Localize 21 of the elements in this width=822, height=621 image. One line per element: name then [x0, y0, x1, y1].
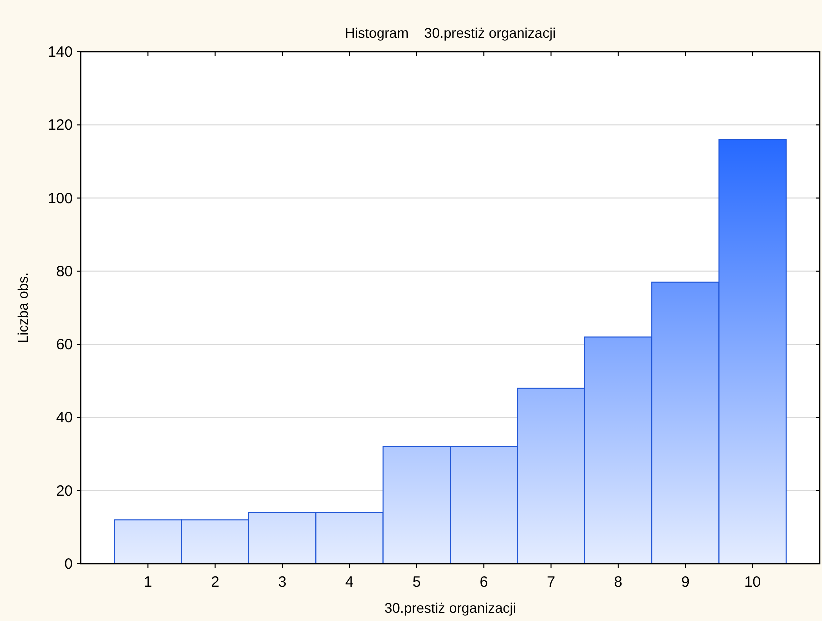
y-tick-label: 20	[56, 482, 73, 500]
y-tick-label: 0	[64, 556, 73, 573]
x-tick-label: 4	[346, 574, 354, 591]
x-tick-label: 10	[744, 574, 762, 591]
x-tick-label: 9	[681, 574, 690, 591]
x-tick-label: 8	[614, 574, 623, 591]
y-tick-label: 80	[56, 263, 73, 280]
y-tick-label: 40	[56, 410, 73, 427]
x-tick-label: 2	[211, 574, 220, 591]
x-tick-label: 3	[278, 574, 287, 591]
y-tick-label: 140	[48, 44, 73, 61]
y-axis-title: Liczba obs.	[15, 272, 31, 344]
x-tick-label: 5	[412, 574, 422, 591]
x-axis-title: 30.prestiż organizacji	[384, 600, 516, 616]
x-tick-label: 6	[480, 574, 488, 591]
chart-title: Histogram 30.prestiż organizacji	[345, 25, 556, 41]
x-tick-label: 1	[144, 574, 152, 591]
y-tick-label: 60	[56, 336, 73, 354]
x-tick-label: 7	[547, 574, 556, 591]
y-tick-label: 100	[48, 190, 73, 208]
y-tick-label: 120	[48, 117, 73, 134]
